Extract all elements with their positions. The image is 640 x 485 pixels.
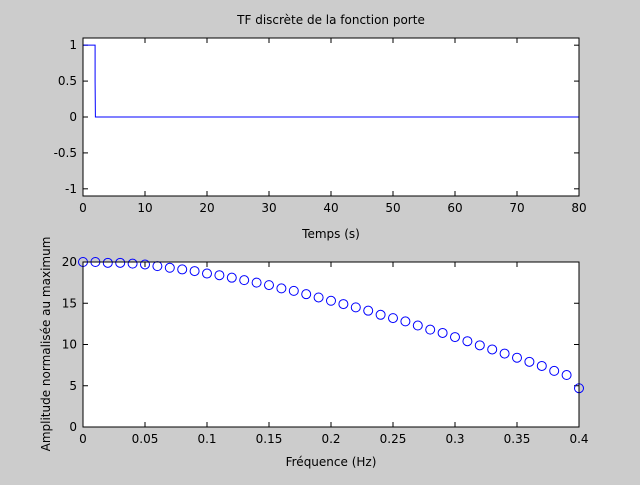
frequency-data-point bbox=[350, 302, 361, 313]
frequency-data-point bbox=[177, 264, 188, 275]
frequency-x-tick-label: 0 bbox=[79, 432, 87, 446]
time-x-tick-label: 10 bbox=[137, 201, 152, 215]
frequency-data-point bbox=[388, 313, 398, 324]
frequency-data-point bbox=[239, 275, 250, 286]
frequency-x-tick-label: 0.1 bbox=[197, 432, 216, 446]
time-x-tick-label: 40 bbox=[323, 201, 338, 215]
frequency-data-point bbox=[524, 356, 535, 367]
frequency-data-point bbox=[214, 270, 225, 281]
frequency-y-tick-label: 10 bbox=[62, 338, 77, 352]
time-x-tick-label: 0 bbox=[79, 201, 87, 215]
time-y-tick-label: -0.5 bbox=[54, 146, 77, 160]
frequency-data-point bbox=[536, 360, 547, 371]
time-series-line bbox=[83, 44, 579, 118]
frequency-data-point bbox=[338, 299, 349, 310]
frequency-x-tick-label: 0.15 bbox=[256, 432, 283, 446]
frequency-y-tick-label: 5 bbox=[69, 379, 77, 393]
frequency-data-point bbox=[425, 324, 436, 335]
frequency-data-point bbox=[164, 262, 175, 273]
frequency-data-point bbox=[512, 352, 522, 363]
time-x-axis-label: Temps (s) bbox=[301, 227, 360, 241]
frequency-series-group bbox=[78, 257, 584, 394]
time-plot: TF discrète de la fonction porte Temps (… bbox=[54, 13, 587, 241]
time-axes-frame bbox=[82, 37, 580, 197]
frequency-data-point bbox=[115, 257, 126, 268]
time-y-tick-label: 1 bbox=[69, 38, 77, 52]
frequency-data-point bbox=[549, 365, 560, 376]
frequency-data-point bbox=[202, 268, 212, 279]
frequency-data-point bbox=[264, 280, 274, 291]
frequency-x-tick-label: 0.2 bbox=[321, 432, 340, 446]
frequency-data-point bbox=[140, 259, 150, 270]
frequency-data-point bbox=[400, 316, 411, 327]
frequency-y-tick-label: 0 bbox=[69, 420, 77, 434]
frequency-data-point bbox=[561, 370, 572, 381]
frequency-y-tick-label: 15 bbox=[62, 296, 77, 310]
frequency-data-point bbox=[276, 283, 287, 294]
frequency-y-tick-label: 20 bbox=[62, 255, 77, 269]
time-x-tick-label: 60 bbox=[447, 201, 462, 215]
frequency-axes-background bbox=[83, 262, 579, 427]
time-series-group bbox=[83, 44, 579, 118]
frequency-data-point bbox=[127, 258, 138, 269]
frequency-plot: Fréquence (Hz) Amplitude normalisée au m… bbox=[39, 237, 589, 469]
frequency-data-point bbox=[251, 277, 262, 288]
time-x-tick-label: 20 bbox=[199, 201, 214, 215]
frequency-data-point bbox=[226, 272, 237, 283]
frequency-data-point bbox=[450, 332, 460, 343]
time-y-tick-label: -1 bbox=[65, 182, 77, 196]
frequency-axes-frame bbox=[82, 261, 580, 428]
frequency-axis-ticks: 0 0.05 0.1 0.15 0.2 0.25 0.3 0.35 0.4 0 5 10 15 20 bbox=[62, 255, 589, 446]
time-y-tick-label: 0.5 bbox=[58, 74, 77, 88]
frequency-data-point bbox=[375, 309, 386, 320]
frequency-data-point bbox=[412, 320, 423, 331]
frequency-data-point bbox=[363, 305, 374, 316]
frequency-data-point bbox=[189, 266, 200, 277]
frequency-x-axis-label: Fréquence (Hz) bbox=[286, 455, 377, 469]
frequency-y-axis-label: Amplitude normalisée au maximum bbox=[39, 237, 53, 452]
frequency-data-point bbox=[499, 348, 510, 359]
frequency-x-tick-label: 0.05 bbox=[132, 432, 159, 446]
frequency-data-point bbox=[474, 340, 485, 351]
time-x-tick-label: 50 bbox=[385, 201, 400, 215]
frequency-data-point bbox=[487, 344, 498, 355]
frequency-data-point bbox=[102, 257, 113, 268]
frequency-x-tick-label: 0.25 bbox=[380, 432, 407, 446]
time-axis-ticks: 0 10 20 30 40 50 60 70 80 -1 -0.5 0 0.5 1 bbox=[54, 38, 587, 215]
frequency-x-tick-label: 0.35 bbox=[504, 432, 531, 446]
frequency-x-tick-label: 0.3 bbox=[445, 432, 464, 446]
frequency-x-tick-label: 0.4 bbox=[569, 432, 588, 446]
time-x-tick-label: 70 bbox=[509, 201, 524, 215]
frequency-data-point bbox=[462, 336, 473, 347]
frequency-data-point bbox=[288, 285, 299, 296]
frequency-data-point bbox=[437, 327, 448, 338]
frequency-data-point bbox=[301, 289, 312, 300]
time-x-tick-label: 30 bbox=[261, 201, 276, 215]
frequency-data-point bbox=[313, 292, 324, 303]
time-plot-title: TF discrète de la fonction porte bbox=[236, 13, 425, 27]
time-x-tick-label: 80 bbox=[571, 201, 586, 215]
time-y-tick-label: 0 bbox=[69, 110, 77, 124]
frequency-data-point bbox=[326, 295, 336, 306]
